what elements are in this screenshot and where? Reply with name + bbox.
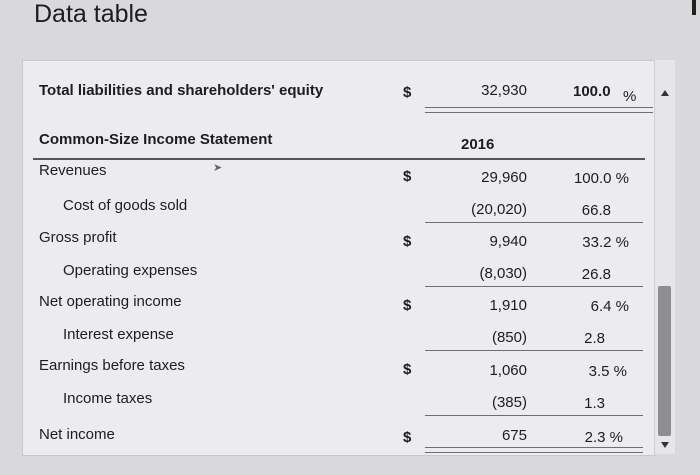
close-icon[interactable] <box>692 0 696 15</box>
row-value-income-taxes: (385) <box>491 394 527 411</box>
scroll-down-arrow-icon[interactable] <box>661 442 669 448</box>
row-percent-net-operating-income: 6.4 % <box>590 298 629 315</box>
row-percent-earnings-before-taxes: 3.5 % <box>588 363 627 380</box>
row-value-cogs: (20,020) <box>471 201 527 218</box>
vertical-scrollbar[interactable] <box>654 60 675 454</box>
data-table-panel: Total liabilities and shareholders' equi… <box>22 60 656 456</box>
total-liabilities-label: Total liabilities and shareholders' equi… <box>39 82 324 99</box>
row-value-gross-profit: 9,940 <box>489 233 527 250</box>
row-value-net-income: 675 <box>501 427 527 444</box>
year-header: 2016 <box>461 136 495 153</box>
row-label-income-taxes: Income taxes <box>63 390 153 407</box>
row-label-interest-expense: Interest expense <box>63 326 174 343</box>
row-currency-earnings-before-taxes: $ <box>403 361 412 378</box>
total-liabilities-percent: 100.0 <box>573 83 611 100</box>
row-percent-income-taxes: 1.3 <box>584 395 605 412</box>
row-value-net-operating-income: 1,910 <box>489 297 527 314</box>
row-label-revenues: Revenues <box>39 162 107 179</box>
row-percent-interest-expense: 2.8 <box>584 330 605 347</box>
heading-divider <box>33 158 645 160</box>
row-value-operating-expenses: (8,030) <box>479 265 527 282</box>
cursor-arrow-icon: ➤ <box>213 162 223 174</box>
double-underline <box>425 107 653 113</box>
row-currency-revenues: $ <box>403 168 412 185</box>
row-label-net-operating-income: Net operating income <box>39 293 182 310</box>
row-value-earnings-before-taxes: 1,060 <box>489 362 527 379</box>
row-value-revenues: 29,960 <box>481 169 527 186</box>
income-statement-heading: Common-Size Income Statement <box>39 131 273 148</box>
row-currency-net-income: $ <box>403 429 412 446</box>
row-label-gross-profit: Gross profit <box>39 229 117 246</box>
underline-income-taxes <box>425 415 643 416</box>
double-underline-net-income <box>425 447 643 453</box>
window-title: Data table <box>34 0 148 28</box>
row-value-interest-expense: (850) <box>491 329 527 346</box>
total-liabilities-currency: $ <box>403 84 412 101</box>
row-currency-gross-profit: $ <box>403 233 412 250</box>
row-percent-revenues: 100.0 % <box>573 170 629 187</box>
row-percent-operating-expenses: 26.8 <box>581 266 611 283</box>
row-percent-gross-profit: 33.2 % <box>582 234 629 251</box>
underline-cogs <box>425 222 643 223</box>
underline-operating-expenses <box>425 286 643 287</box>
scrollbar-thumb[interactable] <box>658 286 671 436</box>
row-currency-net-operating-income: $ <box>403 297 412 314</box>
row-percent-cogs: 66.8 <box>581 202 611 219</box>
row-label-net-income: Net income <box>39 426 115 443</box>
row-label-operating-expenses: Operating expenses <box>63 262 198 279</box>
row-label-cogs: Cost of goods sold <box>63 197 188 214</box>
underline-interest-expense <box>425 350 643 351</box>
total-liabilities-percent-sign: % <box>623 88 637 105</box>
total-liabilities-value: 32,930 <box>481 82 527 99</box>
scroll-up-arrow-icon[interactable] <box>661 90 669 96</box>
row-label-earnings-before-taxes: Earnings before taxes <box>39 357 185 374</box>
row-percent-net-income: 2.3 % <box>584 429 623 446</box>
